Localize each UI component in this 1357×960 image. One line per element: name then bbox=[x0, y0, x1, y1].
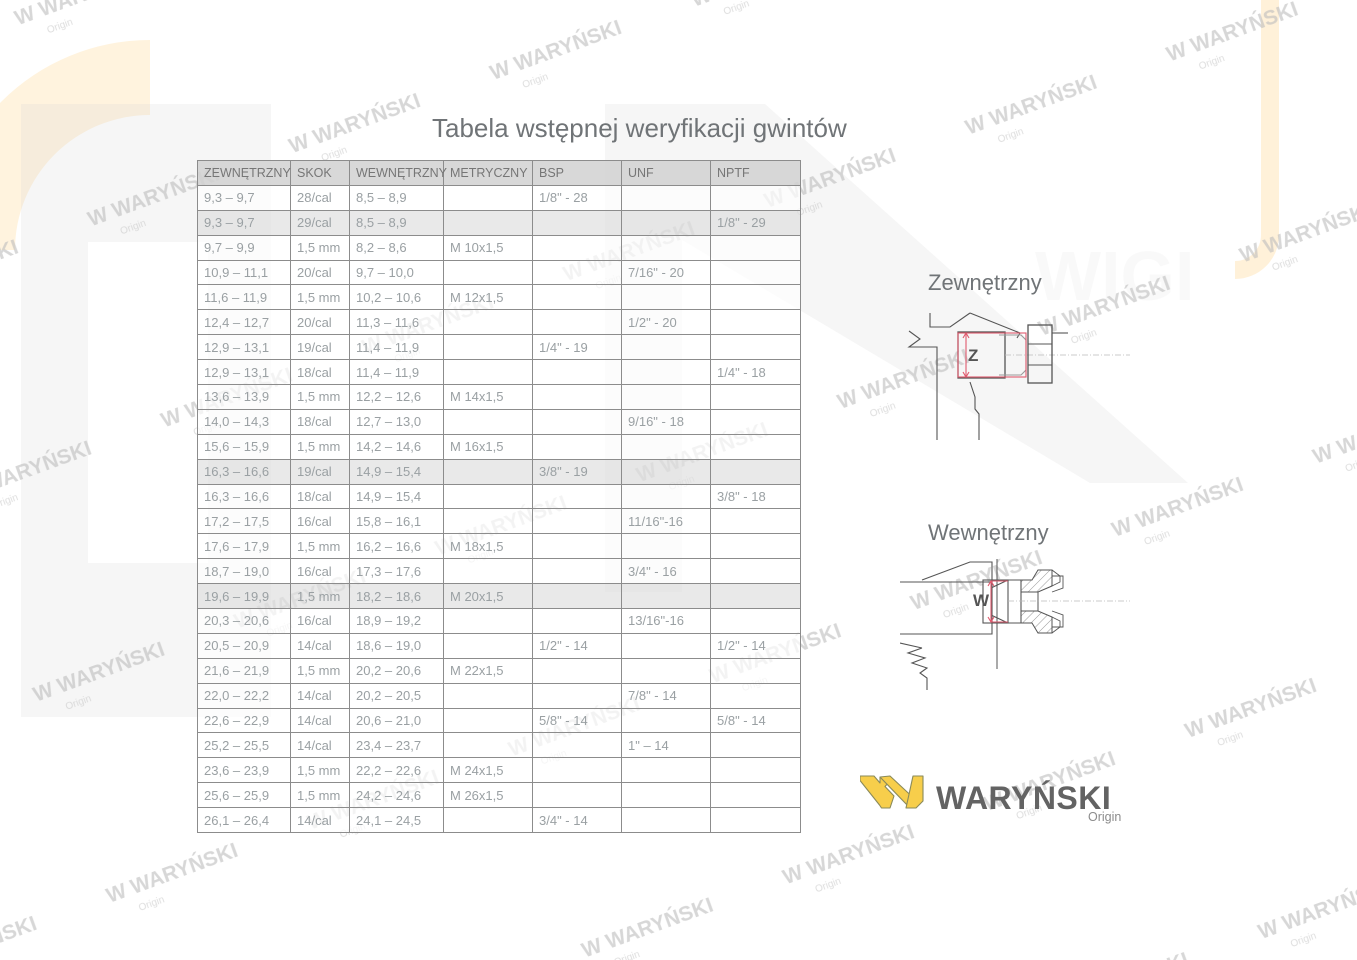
svg-text:Origin: Origin bbox=[1088, 810, 1121, 824]
svg-text:WARYŃSKI: WARYŃSKI bbox=[936, 780, 1111, 816]
svg-text:W: W bbox=[973, 591, 990, 610]
svg-text:Z: Z bbox=[968, 346, 978, 365]
